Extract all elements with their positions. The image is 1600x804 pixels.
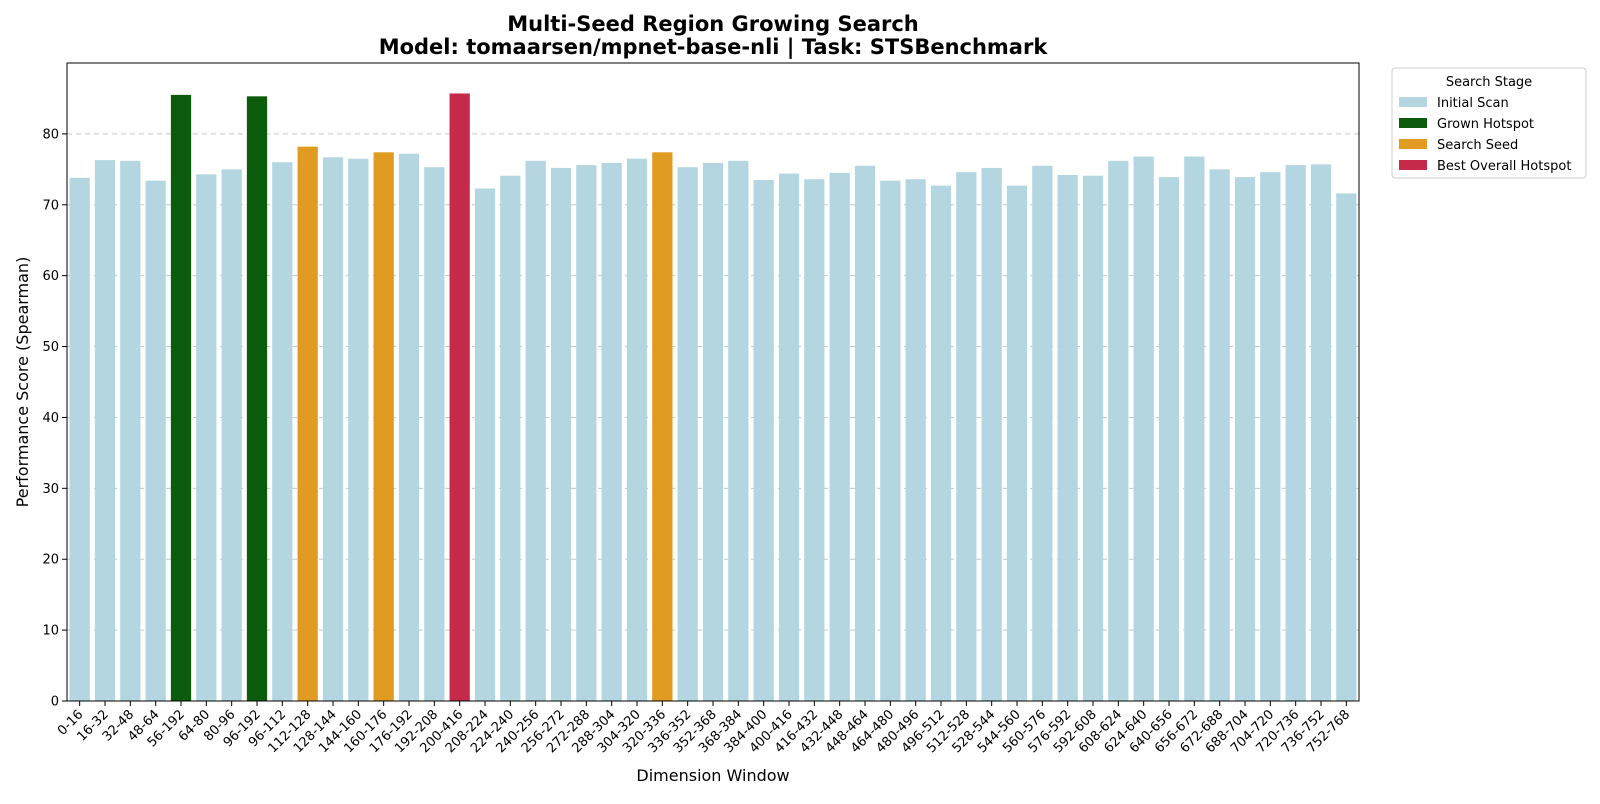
bar-initial [753, 179, 774, 701]
bar-initial [550, 167, 572, 702]
bar-initial [728, 160, 749, 701]
bar-initial [348, 158, 369, 701]
bar-grown [246, 96, 268, 702]
bar-initial [1133, 156, 1154, 701]
bar-seed [297, 146, 318, 701]
y-tick-label: 60 [42, 269, 59, 284]
bar-initial [1336, 193, 1357, 702]
bars [69, 93, 1357, 702]
y-tick-label: 50 [42, 340, 59, 355]
bar-initial [576, 165, 597, 701]
y-axis: 0 10 20 30 40 50 60 70 80 [42, 127, 67, 710]
legend-swatch-grown [1399, 118, 1427, 128]
legend-swatch-initial [1399, 97, 1427, 107]
bar-initial [1260, 172, 1281, 701]
bar-initial [525, 160, 546, 701]
bar-initial [69, 177, 90, 702]
bar-initial [500, 175, 521, 702]
x-axis-label: Dimension Window [636, 766, 789, 785]
bar-initial [702, 162, 724, 701]
bar-initial [1310, 164, 1332, 702]
chart-subtitle: Model: tomaarsen/mpnet-base-nli | Task: … [379, 35, 1049, 60]
bar-initial [94, 160, 116, 701]
bar-initial [880, 180, 901, 702]
legend-frame [1391, 67, 1587, 179]
y-tick-label: 70 [42, 198, 59, 213]
bar-seed [373, 152, 394, 701]
bar-initial [854, 165, 876, 702]
bar-initial [196, 174, 217, 702]
bar-initial [956, 172, 977, 701]
bar-initial [626, 158, 648, 701]
bar-initial [829, 172, 850, 701]
x-axis: 0-1616-3232-4848-6456-19264-8080-9696-19… [55, 701, 1353, 756]
bar-initial [1057, 175, 1078, 701]
legend-label-best: Best Overall Hotspot [1437, 159, 1571, 174]
y-tick-label: 40 [42, 411, 59, 426]
bar-initial [1082, 175, 1104, 702]
bar-initial [1285, 165, 1306, 701]
legend-label-seed: Search Seed [1437, 138, 1518, 153]
legend: Search Stage Initial Scan Grown Hotspot Se… [1391, 67, 1587, 179]
bar-initial [145, 180, 166, 702]
bar-seed [652, 152, 673, 701]
y-tick-label: 0 [51, 695, 59, 710]
bar-initial [1006, 185, 1028, 702]
bar-initial [1234, 177, 1256, 701]
bar-initial [930, 185, 952, 702]
bar-initial [1032, 165, 1053, 702]
bar-initial [778, 173, 800, 701]
y-tick-label: 80 [42, 127, 59, 142]
bar-initial [398, 153, 420, 701]
y-tick-label: 20 [42, 553, 59, 568]
bar-initial [1184, 156, 1205, 701]
legend-label-grown: Grown Hotspot [1437, 117, 1534, 132]
legend-title: Search Stage [1446, 75, 1532, 90]
legend-swatch-best [1399, 160, 1427, 170]
bar-initial [677, 167, 698, 701]
bar-initial [981, 167, 1002, 702]
bar-initial [474, 188, 496, 701]
bar-initial [1209, 169, 1230, 702]
bar-initial [272, 162, 293, 701]
bar-initial [322, 157, 344, 701]
bar-initial [424, 167, 445, 701]
y-tick-label: 10 [42, 624, 59, 639]
legend-label-initial: Initial Scan [1437, 96, 1509, 111]
bar-best [449, 93, 470, 701]
y-tick-label: 30 [42, 482, 59, 497]
bar-initial [120, 160, 141, 701]
bar-initial [1108, 160, 1129, 701]
bar-initial [601, 162, 622, 701]
y-axis-label: Performance Score (Spearman) [13, 257, 32, 508]
chart-title: Multi-Seed Region Growing Search [507, 12, 919, 36]
bar-initial [1158, 177, 1180, 701]
bar-initial [804, 179, 825, 701]
bar-initial [221, 169, 242, 702]
bar-grown [170, 94, 192, 701]
legend-swatch-seed [1399, 139, 1427, 149]
bar-initial [905, 179, 926, 701]
